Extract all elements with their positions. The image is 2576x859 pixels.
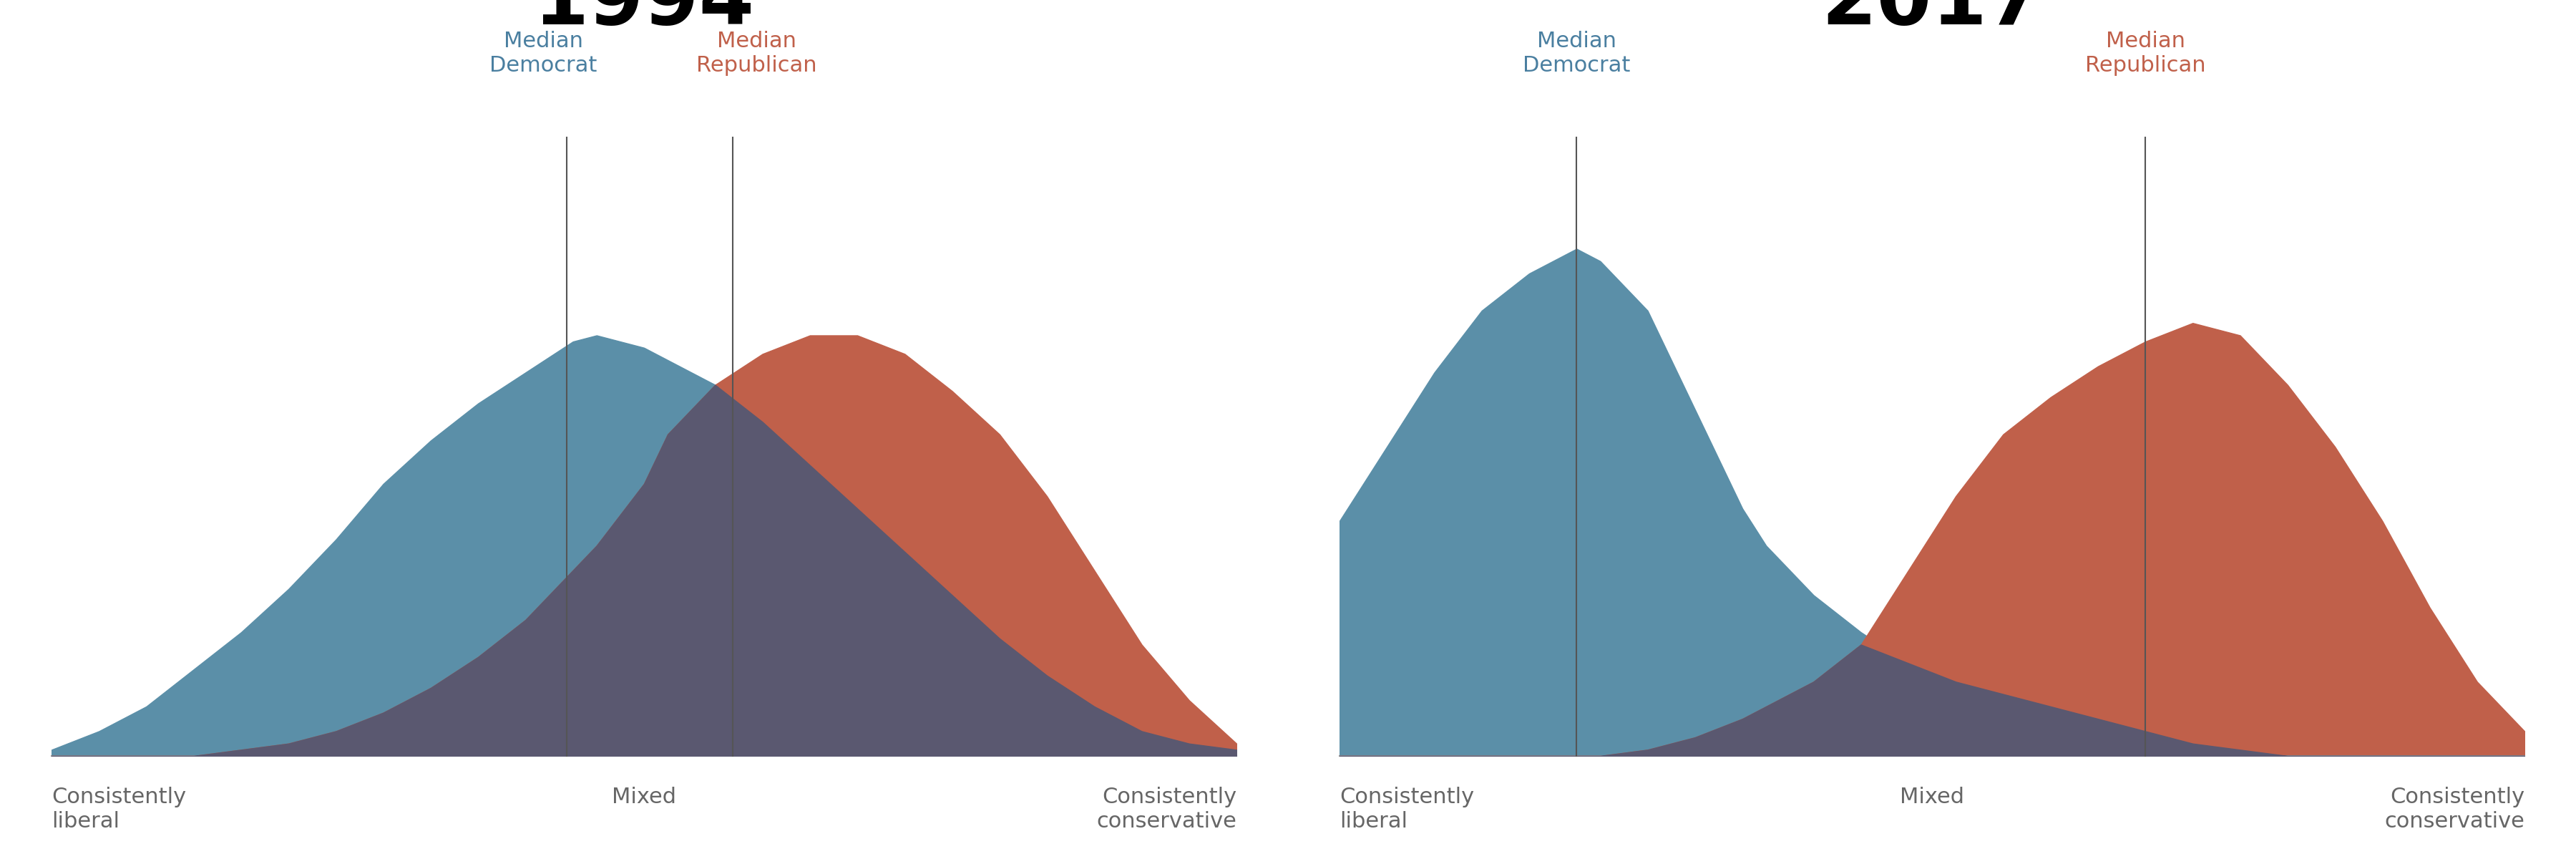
Text: Mixed: Mixed — [1901, 787, 1963, 807]
Text: Mixed: Mixed — [613, 787, 675, 807]
Text: Median
Democrat: Median Democrat — [1522, 31, 1631, 76]
Text: Consistently
liberal: Consistently liberal — [52, 787, 185, 832]
Text: Median
Republican: Median Republican — [2084, 31, 2205, 76]
Text: Consistently
conservative: Consistently conservative — [2385, 787, 2524, 832]
Text: 1994: 1994 — [533, 0, 755, 41]
Text: Median
Republican: Median Republican — [696, 31, 817, 76]
Text: Consistently
conservative: Consistently conservative — [1097, 787, 1236, 832]
Text: Median
Democrat: Median Democrat — [489, 31, 598, 76]
Text: 2017: 2017 — [1821, 0, 2043, 41]
Text: Consistently
liberal: Consistently liberal — [1340, 787, 1473, 832]
